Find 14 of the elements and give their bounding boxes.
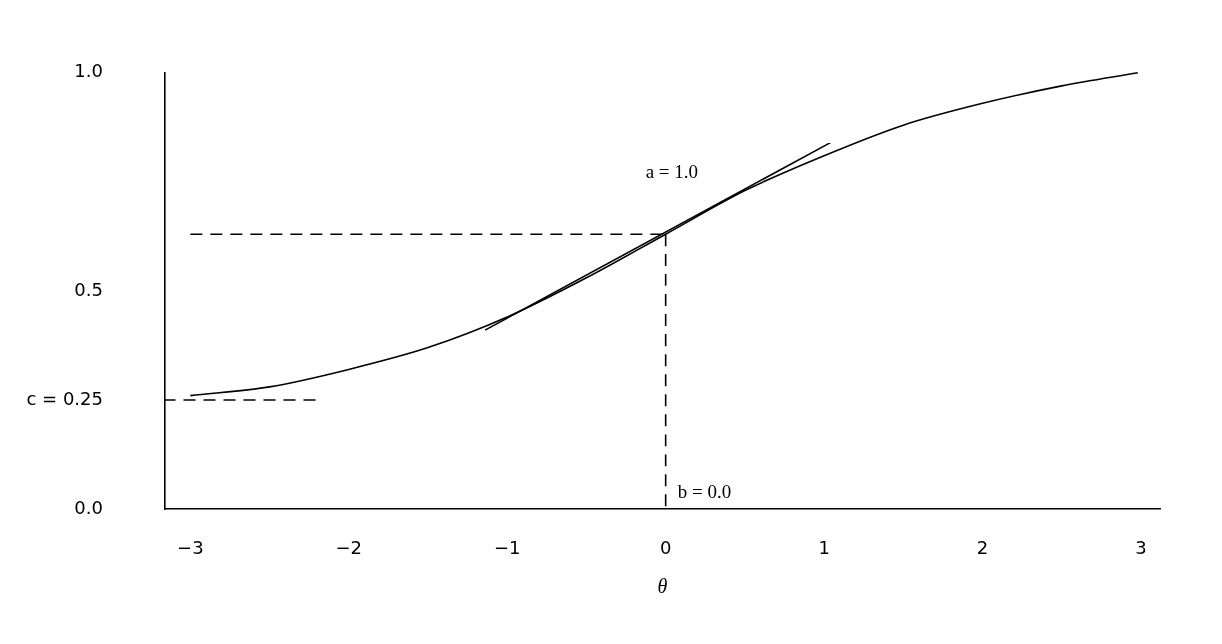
y-tick-label: 0.5 — [74, 278, 103, 300]
x-tick-label: −3 — [177, 537, 204, 559]
x-tick-label: −1 — [493, 537, 521, 559]
annotation: a = 1.0 — [645, 160, 699, 182]
annotation: b = 0.0 — [677, 481, 732, 503]
x-tick-label: 3 — [1135, 537, 1147, 559]
x-tick-label: −2 — [335, 537, 363, 559]
x-tick-label: 0 — [659, 537, 672, 559]
x-tick-label: 2 — [976, 537, 989, 559]
x-tick-label: 1 — [818, 537, 830, 559]
x-axis-title: θ — [657, 575, 668, 598]
y-tick-label: 1.0 — [74, 60, 103, 82]
y-tick-label: 0.0 — [74, 496, 103, 518]
y-tick-label: c = 0.25 — [26, 387, 103, 409]
